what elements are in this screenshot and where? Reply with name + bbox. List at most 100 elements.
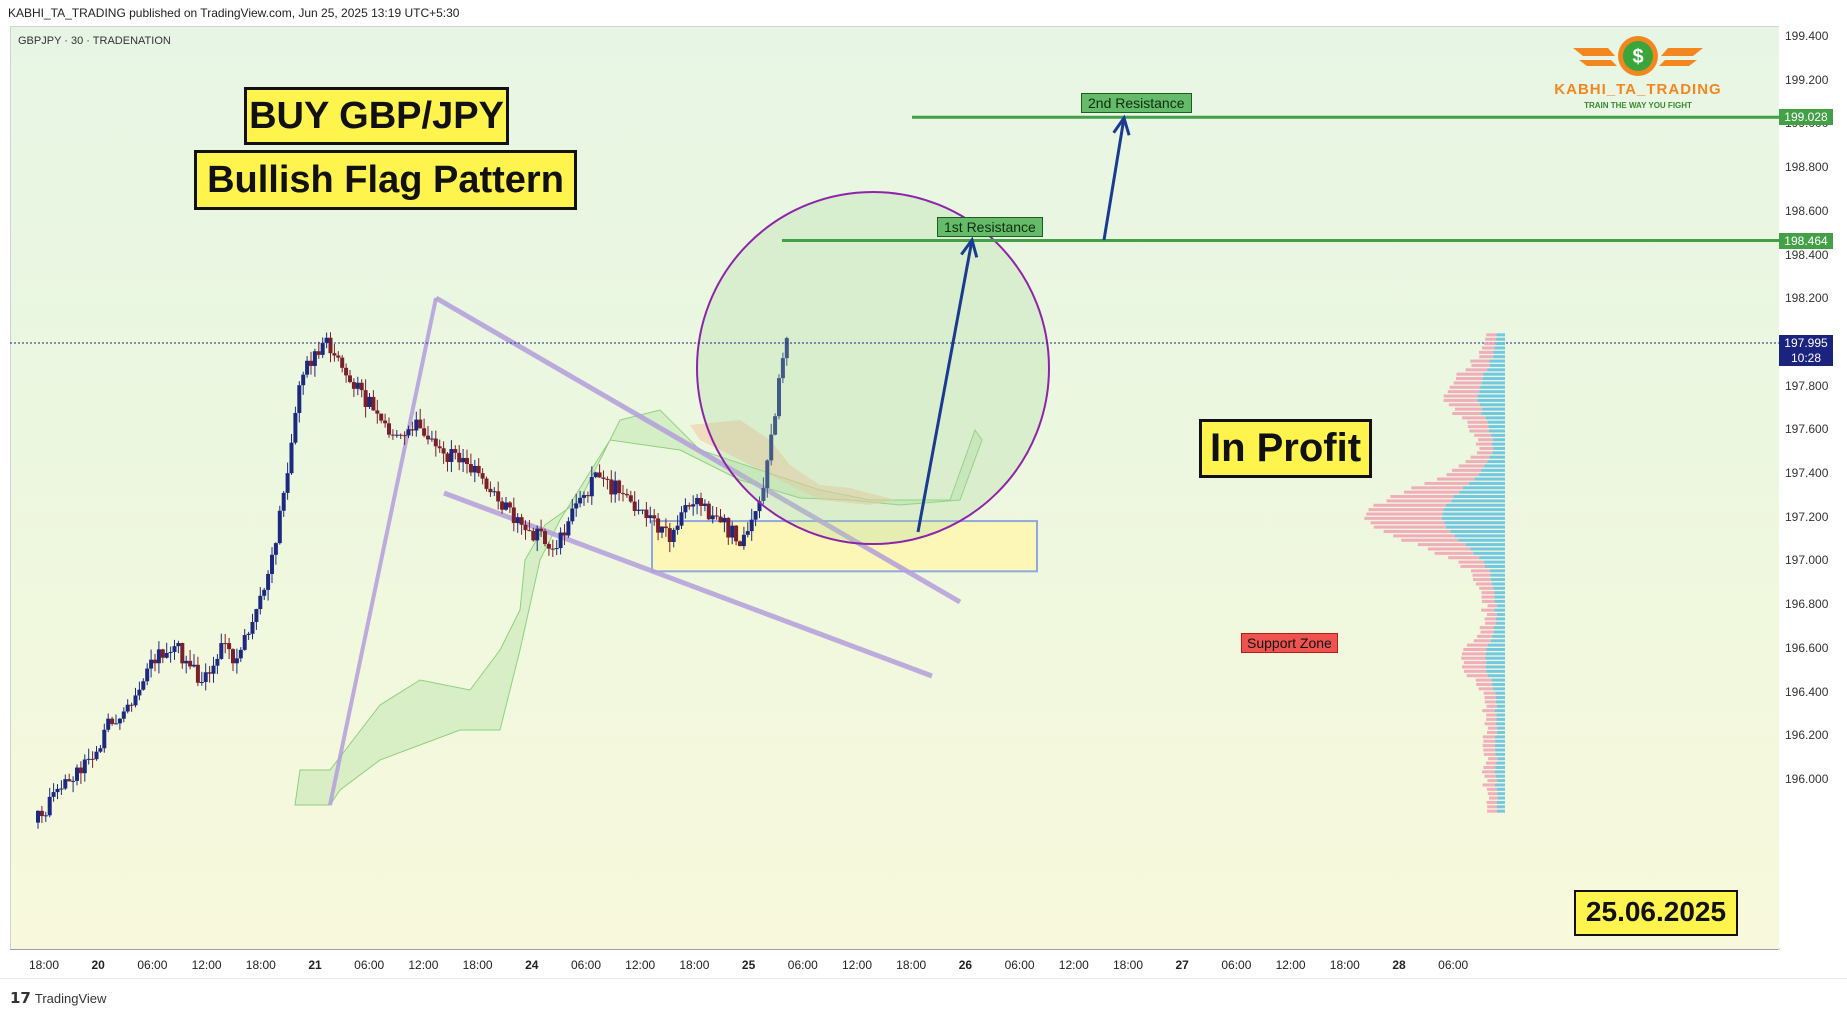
- volume-profile-bar: [1478, 438, 1493, 442]
- volume-profile-bar: [1443, 394, 1478, 398]
- volume-profile-bar: [1494, 346, 1505, 350]
- volume-profile-bar: [1488, 796, 1498, 800]
- time-axis[interactable]: [10, 949, 1778, 978]
- candle-down: [153, 659, 157, 664]
- candle-up: [593, 472, 598, 478]
- volume-profile-bar: [1495, 748, 1505, 752]
- candle-down: [441, 448, 446, 454]
- candle-down: [496, 491, 501, 502]
- candle-down: [453, 449, 458, 453]
- price-tick-label: 199.200: [1785, 72, 1829, 87]
- volume-profile-bar: [1474, 477, 1505, 481]
- candle-up: [710, 515, 715, 520]
- candle-up: [234, 658, 239, 664]
- volume-profile-bar: [1455, 377, 1483, 381]
- time-tick-label: 27: [1175, 958, 1189, 972]
- candle-down: [714, 515, 719, 517]
- candle-up: [238, 649, 243, 659]
- volume-profile-bar: [1466, 674, 1488, 678]
- volume-profile-bar: [1463, 647, 1487, 651]
- volume-profile-bar: [1481, 591, 1495, 595]
- candle-down: [387, 423, 391, 435]
- candle-down: [390, 434, 395, 436]
- volume-profile-bar: [1483, 748, 1496, 752]
- volume-profile-bar: [1479, 355, 1494, 359]
- candle-down: [734, 525, 739, 542]
- symbol-line[interactable]: GBPJPY · 30 · TRADENATION: [18, 35, 171, 47]
- candle-down: [383, 420, 388, 424]
- price-tick-label: 197.800: [1785, 378, 1829, 393]
- candle-up: [574, 503, 579, 509]
- volume-profile-bar: [1484, 617, 1496, 621]
- volume-profile-bar: [1497, 796, 1505, 800]
- footer: 𝟭𝟳 TradingView: [0, 978, 1847, 1014]
- volume-profile-bar: [1383, 529, 1451, 533]
- candle-up: [250, 622, 255, 634]
- price-tick-label: 198.800: [1785, 160, 1829, 175]
- volume-profile-bar: [1469, 429, 1489, 433]
- volume-profile-bar: [1470, 359, 1490, 363]
- candle-up: [406, 429, 411, 436]
- time-tick-label: 06:00: [570, 958, 602, 972]
- volume-profile-bar: [1481, 595, 1495, 599]
- candle-up: [36, 810, 40, 823]
- volume-profile-bar: [1478, 687, 1494, 691]
- logo-tagline: TRAIN THE WAY YOU FIGHT: [1584, 101, 1692, 110]
- candle-up: [254, 609, 259, 623]
- candle-down: [67, 779, 72, 782]
- candle-up: [691, 504, 696, 507]
- candle-down: [687, 505, 692, 507]
- candle-down: [207, 672, 212, 674]
- time-tick-label: 12:00: [625, 958, 656, 972]
- candle-up: [51, 792, 56, 797]
- volume-profile-bar: [1461, 656, 1486, 660]
- candle-down: [507, 502, 512, 508]
- candle-down: [433, 438, 438, 447]
- volume-profile-bar: [1494, 783, 1505, 787]
- candle-down: [129, 704, 134, 706]
- candle-down: [422, 428, 427, 436]
- volume-profile-bar: [1481, 412, 1505, 416]
- price-axis[interactable]: [1779, 26, 1847, 948]
- volume-profile-bar: [1497, 792, 1505, 796]
- target-arrow-1-head: [960, 236, 979, 258]
- candle-up: [312, 351, 317, 366]
- volume-profile-bar: [1443, 508, 1505, 512]
- volume-profile-bar: [1485, 656, 1505, 660]
- time-tick-label: 06:00: [787, 958, 818, 972]
- target-arrow-2-head: [1112, 114, 1131, 136]
- volume-profile-bar: [1467, 425, 1489, 429]
- volume-profile-bar: [1491, 442, 1505, 446]
- volume-profile-bar: [1445, 503, 1505, 507]
- candle-up: [414, 419, 419, 431]
- volume-profile-bar: [1364, 516, 1442, 520]
- candle-up: [289, 442, 294, 474]
- volume-profile-bar: [1476, 682, 1493, 686]
- volume-profile-bar: [1497, 726, 1505, 730]
- volume-profile-bar: [1366, 512, 1443, 516]
- volume-profile-bar: [1473, 639, 1491, 643]
- candle-up: [215, 658, 220, 666]
- price-tick-label: 197.200: [1785, 509, 1829, 524]
- volume-profile-bar: [1495, 752, 1505, 756]
- logo-name: KABHI_TA_TRADING: [1554, 81, 1722, 98]
- candle-up: [757, 500, 762, 512]
- candle-up: [515, 517, 520, 524]
- volume-profile-bar: [1492, 634, 1505, 638]
- volume-profile-bar: [1487, 368, 1505, 372]
- volume-profile-bar: [1485, 665, 1505, 669]
- time-tick-label: 28: [1392, 958, 1406, 972]
- volume-profile-bar: [1417, 543, 1466, 547]
- candle-up: [753, 511, 758, 520]
- candle-up: [133, 695, 138, 706]
- candle-down: [316, 351, 321, 355]
- candle-up: [683, 505, 688, 513]
- candle-up: [270, 554, 274, 574]
- tradingview-brand[interactable]: 𝟭𝟳 TradingView: [10, 989, 106, 1007]
- volume-profile-bar: [1482, 735, 1496, 739]
- volume-profile-bar: [1481, 346, 1495, 350]
- candle-down: [519, 517, 524, 525]
- time-tick-label: 12:00: [1058, 958, 1089, 972]
- candle-up: [554, 548, 559, 550]
